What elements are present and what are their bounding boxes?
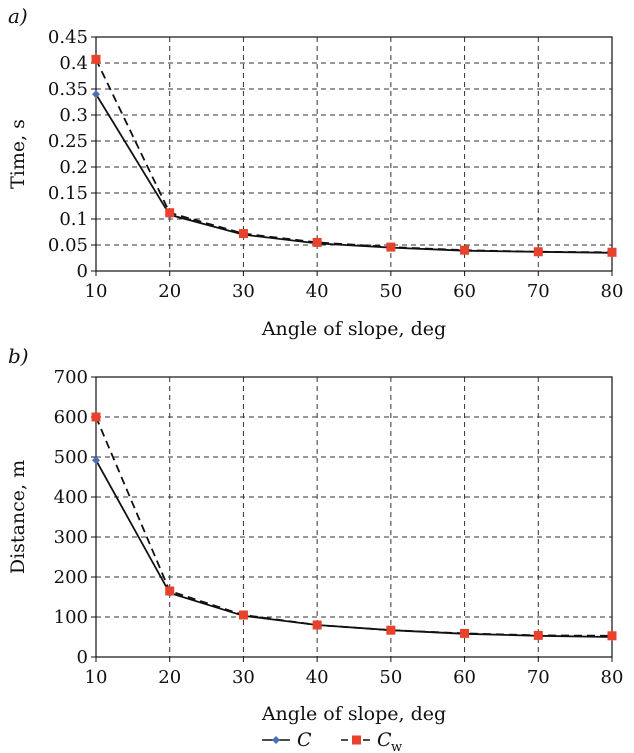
- data-point-cw: [312, 620, 322, 630]
- y-tick-label: 0: [77, 261, 88, 282]
- chart-a: a) 0 0.05 0.1 0.15 0.2 0.25 0.3 0.35 0.4 0.45 10 20 3…: [7, 4, 623, 340]
- data-point-cw: [607, 631, 617, 641]
- y-tick-label: 0.3: [59, 105, 88, 126]
- y-tick-label: 400: [54, 487, 88, 508]
- data-point-cw: [460, 628, 470, 638]
- y-tick-label: 300: [54, 527, 88, 548]
- y-tick-label: 0.35: [48, 79, 88, 100]
- data-point-cw: [533, 630, 543, 640]
- x-tick-label: 30: [232, 667, 255, 688]
- data-point-cw: [386, 242, 396, 252]
- data-point-cw: [312, 237, 322, 247]
- panel-label: a): [8, 4, 28, 28]
- x-tick-label: 80: [601, 281, 624, 302]
- x-tick-label: 40: [306, 281, 329, 302]
- x-tick-label: 70: [527, 281, 550, 302]
- x-tick-label: 50: [379, 281, 402, 302]
- x-tick-label: 40: [306, 667, 329, 688]
- y-tick-label: 0.45: [48, 27, 88, 48]
- y-tick-label: 0.05: [48, 235, 88, 256]
- series-line-cw: [95, 416, 613, 637]
- x-tick-label: 30: [232, 281, 255, 302]
- y-tick-label: 200: [54, 567, 88, 588]
- data-point-cw: [607, 247, 617, 257]
- y-tick-label: 0.15: [48, 183, 88, 204]
- series-line-c: [95, 459, 613, 638]
- x-tick-label: 60: [453, 281, 476, 302]
- data-point-c: [92, 456, 100, 465]
- y-axis-label: Distance, m: [7, 460, 29, 574]
- y-tick-label: 0.4: [59, 53, 88, 74]
- data-point-cw: [91, 412, 101, 422]
- data-point-cw: [238, 229, 248, 239]
- x-tick-label: 80: [601, 667, 624, 688]
- legend-label-cw-subscript: w: [391, 740, 402, 753]
- panel-label: b): [8, 344, 29, 368]
- y-tick-label: 0.1: [59, 209, 88, 230]
- x-tick-label: 10: [85, 667, 108, 688]
- plot-frame: [95, 36, 613, 272]
- plot-frame: [95, 376, 613, 658]
- legend-label-c: C: [297, 729, 312, 751]
- x-tick-label: 60: [453, 667, 476, 688]
- data-point-cw: [165, 586, 175, 596]
- series-line-cw: [95, 59, 613, 254]
- legend-label-cw: C: [377, 729, 392, 751]
- y-tick-label: 0: [77, 647, 88, 668]
- data-point-cw: [165, 208, 175, 218]
- y-tick-label: 100: [54, 607, 88, 628]
- y-axis-label: Time, s: [7, 119, 29, 189]
- data-point-cw: [460, 245, 470, 255]
- y-tick-label: 0.2: [59, 157, 88, 178]
- y-tick-label: 600: [54, 407, 88, 428]
- data-point-cw: [533, 247, 543, 257]
- x-axis-label: Angle of slope, deg: [261, 318, 446, 340]
- data-point-cw: [91, 54, 101, 64]
- y-tick-label: 500: [54, 447, 88, 468]
- y-tick-label: 700: [54, 367, 88, 388]
- x-tick-label: 50: [379, 667, 402, 688]
- x-tick-label: 20: [158, 667, 181, 688]
- data-point-c: [92, 90, 100, 99]
- legend-marker-cw: [352, 735, 361, 745]
- y-tick-label: 0.25: [48, 131, 88, 152]
- legend-marker-c: [272, 736, 280, 744]
- data-point-cw: [386, 625, 396, 635]
- x-tick-label: 20: [158, 281, 181, 302]
- data-point-cw: [238, 610, 248, 620]
- x-axis-label: Angle of slope, deg: [261, 703, 446, 725]
- x-tick-label: 10: [85, 281, 108, 302]
- series-line-c: [95, 93, 613, 254]
- x-tick-label: 70: [527, 667, 550, 688]
- chart-b: b) 0 100 200 300 400 500 600 700 10 20 30 40 50 60 70 80…: [7, 344, 623, 725]
